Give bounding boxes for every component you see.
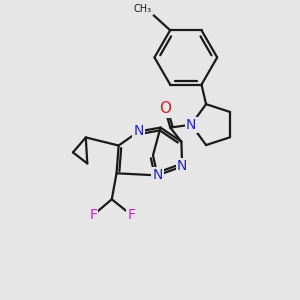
Text: O: O — [159, 101, 171, 116]
Text: F: F — [89, 208, 97, 222]
Text: N: N — [177, 159, 188, 173]
Text: F: F — [128, 208, 136, 222]
Text: N: N — [134, 124, 144, 139]
Text: CH₃: CH₃ — [133, 4, 151, 14]
Text: N: N — [186, 118, 196, 132]
Text: N: N — [152, 168, 163, 182]
